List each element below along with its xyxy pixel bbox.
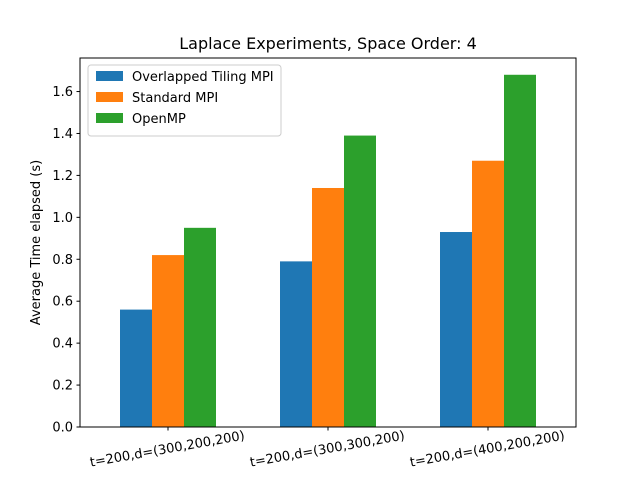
y-tick-label: 0.2 xyxy=(52,379,73,394)
y-tick-label: 0.0 xyxy=(52,421,73,436)
y-tick-label: 0.4 xyxy=(52,337,73,352)
y-tick-label: 0.8 xyxy=(52,253,73,268)
bar xyxy=(504,74,536,427)
bar xyxy=(152,255,184,427)
legend-label: OpenMP xyxy=(132,112,186,127)
plot-frame xyxy=(79,57,577,428)
bar xyxy=(344,135,376,428)
y-tick-label: 1.0 xyxy=(52,211,73,226)
x-tick-label: t=200,d=(300,200,200) xyxy=(89,429,246,471)
bar xyxy=(120,309,152,427)
bar xyxy=(472,160,504,427)
bar xyxy=(440,232,472,427)
chart-title: Laplace Experiments, Space Order: 4 xyxy=(179,34,477,53)
x-axis: t=200,d=(300,200,200) t=200,d=(300,300,20… xyxy=(89,427,566,471)
legend-box xyxy=(87,64,282,137)
legend: Overlapped Tiling MPI Standard MPI OpenMP xyxy=(87,64,282,137)
bar xyxy=(312,187,344,427)
legend-label: Overlapped Tiling MPI xyxy=(132,70,274,85)
y-axis: 0.0 0.2 0.4 0.6 0.8 1.0 1.2 1.4 1.6 xyxy=(52,85,80,436)
y-tick-label: 0.6 xyxy=(52,295,73,310)
y-tick-label: 1.2 xyxy=(52,169,73,184)
x-tick-label: t=200,d=(300,300,200) xyxy=(249,429,406,471)
x-tick-label: t=200,d=(400,200,200) xyxy=(409,429,566,471)
y-tick-label: 1.6 xyxy=(52,85,73,100)
legend-swatch xyxy=(96,113,123,123)
legend-swatch xyxy=(96,71,123,81)
y-tick-label: 1.4 xyxy=(52,127,73,142)
y-axis-label: Average Time elapsed (s) xyxy=(29,160,44,325)
bar xyxy=(280,261,312,427)
legend-swatch xyxy=(96,92,123,102)
bars-group xyxy=(120,74,536,428)
legend-label: Standard MPI xyxy=(132,91,218,106)
bar xyxy=(184,227,216,427)
